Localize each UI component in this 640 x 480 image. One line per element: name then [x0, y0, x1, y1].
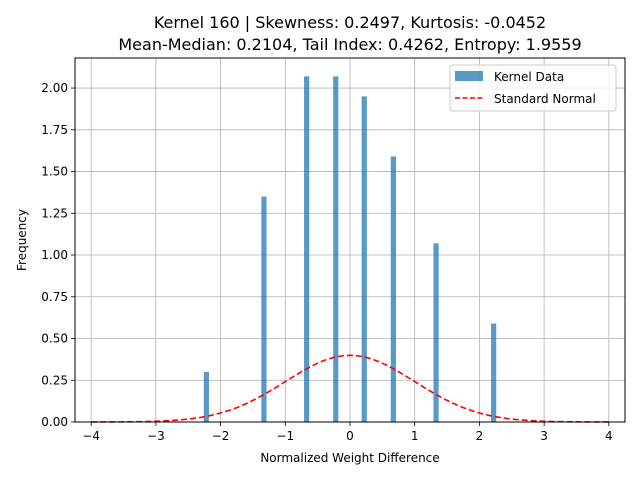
x-tick-label: −1 [276, 429, 294, 443]
y-tick-label: 0.75 [41, 290, 68, 304]
legend-label-standard-normal: Standard Normal [494, 92, 596, 106]
x-tick-label: 1 [411, 429, 419, 443]
y-tick-label: 0.25 [41, 373, 68, 387]
normal-curve-group [91, 354, 609, 423]
x-tick-label: −4 [82, 429, 100, 443]
bar-kernel-data [203, 371, 209, 422]
y-tick-label: 1.00 [41, 248, 68, 262]
y-tick-label: 1.25 [41, 206, 68, 220]
chart-title-line2: Mean-Median: 0.2104, Tail Index: 0.4262,… [118, 35, 581, 54]
x-tick-label: 4 [605, 429, 613, 443]
x-tick-label: 3 [540, 429, 548, 443]
y-tick-label: 0.50 [41, 332, 68, 346]
x-tick-label: 2 [476, 429, 484, 443]
y-axis-label: Frequency [15, 209, 29, 271]
y-tick-label: 2.00 [41, 81, 68, 95]
x-ticks: −4 −3 −2 −1 0 1 2 3 4 [82, 422, 613, 443]
standard-normal-line [91, 354, 609, 423]
bar-kernel-data [304, 76, 310, 422]
x-tick-label: −3 [147, 429, 165, 443]
y-tick-label: 0.00 [41, 415, 68, 429]
bar-kernel-data [433, 243, 439, 422]
bar-kernel-data [361, 96, 367, 422]
x-tick-label: −2 [212, 429, 230, 443]
bar-kernel-data [261, 196, 267, 422]
legend-label-kernel-data: Kernel Data [494, 70, 564, 84]
y-tick-label: 1.75 [41, 123, 68, 137]
legend-frame [449, 64, 617, 112]
y-tick-label: 1.50 [41, 165, 68, 179]
grid [75, 58, 625, 423]
legend: Kernel Data Standard Normal [449, 64, 617, 112]
x-axis-label: Normalized Weight Difference [260, 451, 439, 465]
bar-kernel-data [491, 323, 497, 422]
bars [203, 76, 497, 422]
y-ticks: 0.00 0.25 0.50 0.75 1.00 1.25 1.50 1.75 2.00 [41, 81, 75, 429]
x-tick-label: 0 [346, 429, 354, 443]
bar-kernel-data [390, 156, 396, 422]
legend-swatch-kernel-data [455, 71, 483, 81]
bar-kernel-data [333, 76, 339, 422]
chart-title-line1: Kernel 160 | Skewness: 0.2497, Kurtosis:… [154, 13, 546, 32]
